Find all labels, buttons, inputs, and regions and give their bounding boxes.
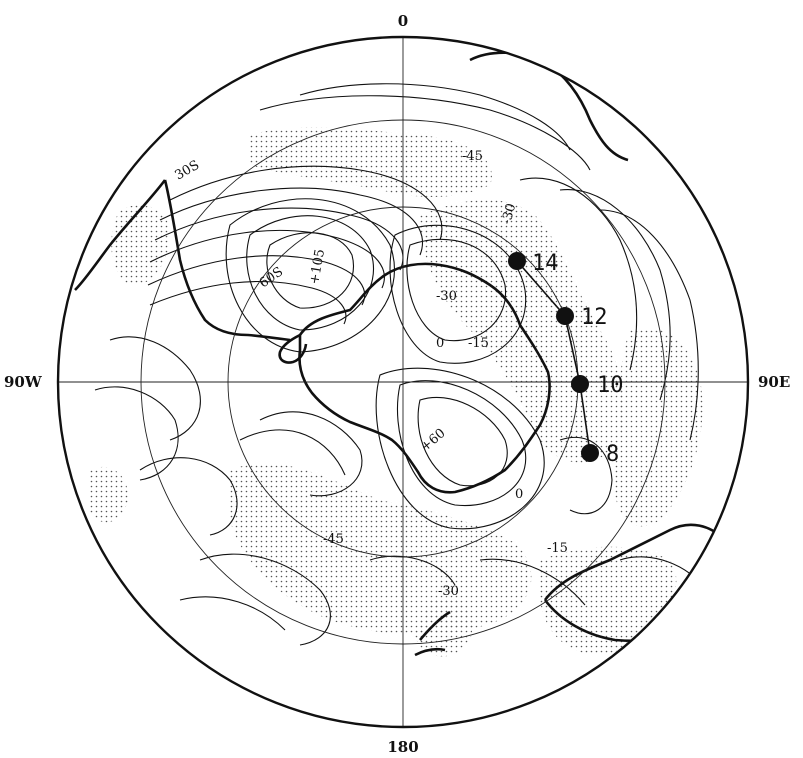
label-bottom-180: 180 [387,738,418,756]
contour-label: -15 [547,541,568,556]
contour-label: -30 [438,584,459,599]
label-left-90w: 90W [4,373,43,391]
label-right-90e: 90E [758,373,790,391]
graticule [58,37,748,727]
track-line [516,260,591,454]
contour-label: +105 [307,248,328,286]
map-frame [56,35,750,729]
contour-lines [94,83,706,646]
track-label-12: 12 [581,305,608,330]
stippled-regions [88,127,703,657]
track-point-8 [581,444,599,462]
contour-label: -15 [468,336,489,351]
track-points: 14 12 10 8 [508,251,624,467]
track-label-14: 14 [532,251,559,276]
track-point-10 [571,375,589,393]
track-point-14 [508,252,526,270]
label-top-0: 0 [398,12,408,30]
track-label-10: 10 [597,373,624,398]
contour-label: 0 [515,487,523,502]
track-point-12 [556,307,574,325]
contour-label: -45 [462,149,483,164]
contour-label: -45 [323,532,344,547]
contour-label: -30 [499,202,519,226]
track-label-8: 8 [606,442,619,467]
contour-label: 0 [436,336,444,351]
contour-label: -30 [436,289,457,304]
